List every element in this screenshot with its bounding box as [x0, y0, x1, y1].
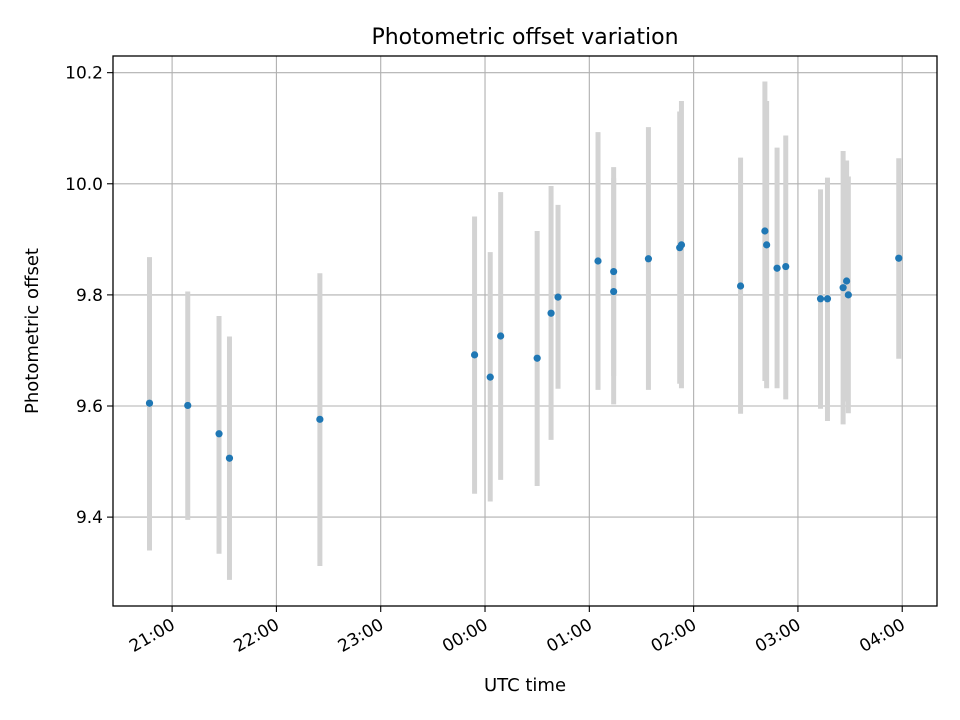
- data-point: [610, 287, 618, 296]
- error-bars: [147, 81, 902, 580]
- data-point: [184, 401, 192, 410]
- x-tick-label: 23:00: [335, 615, 387, 657]
- data-point: [533, 354, 541, 362]
- data-point: [215, 430, 223, 438]
- y-tick-label: 10.0: [65, 175, 103, 195]
- y-tick-label: 9.8: [76, 286, 103, 306]
- data-point: [644, 255, 653, 263]
- data-point: [761, 227, 769, 235]
- grid-lines: [113, 56, 937, 606]
- data-point: [844, 291, 852, 299]
- plot-frame: [112, 55, 938, 607]
- data-point: [895, 254, 903, 262]
- x-tick-label: 03:00: [752, 615, 804, 657]
- data-point: [486, 373, 494, 381]
- data-point: [497, 332, 505, 340]
- y-tick-label: 9.6: [76, 397, 103, 417]
- y-axis-ticks: 9.4 9.6 9.8 10.0 10.2: [65, 64, 113, 528]
- data-point: [736, 282, 745, 290]
- x-tick-label: 04:00: [856, 615, 908, 657]
- chart-title: Photometric offset variation: [371, 25, 678, 50]
- data-point: [554, 293, 562, 301]
- x-tick-label: 01:00: [543, 615, 595, 657]
- data-point: [782, 262, 790, 271]
- data-point: [316, 415, 324, 423]
- data-point: [843, 277, 851, 285]
- y-tick-label: 10.2: [65, 64, 103, 84]
- x-tick-label: 22:00: [230, 615, 282, 657]
- data-point: [823, 295, 832, 303]
- data-point: [763, 241, 771, 249]
- data-point: [677, 241, 686, 249]
- x-tick-label: 02:00: [648, 615, 700, 657]
- data-point: [610, 267, 618, 276]
- data-point: [839, 284, 847, 292]
- y-tick-label: 9.4: [76, 508, 103, 528]
- data-point: [145, 399, 154, 407]
- y-axis-label: Photometric offset: [22, 248, 43, 414]
- data-point: [816, 295, 825, 303]
- data-point: [594, 257, 602, 265]
- data-point: [470, 351, 479, 359]
- x-axis-ticks: 21:00 22:00 23:00 00:00 01:00 02:00 03:00 04:00: [126, 606, 909, 657]
- data-point: [773, 264, 781, 272]
- x-axis-label: UTC time: [484, 675, 566, 696]
- x-tick-label: 00:00: [439, 615, 491, 657]
- x-tick-label: 21:00: [126, 615, 178, 657]
- data-point: [547, 309, 555, 317]
- data-point: [225, 454, 234, 462]
- data-points: [145, 227, 903, 462]
